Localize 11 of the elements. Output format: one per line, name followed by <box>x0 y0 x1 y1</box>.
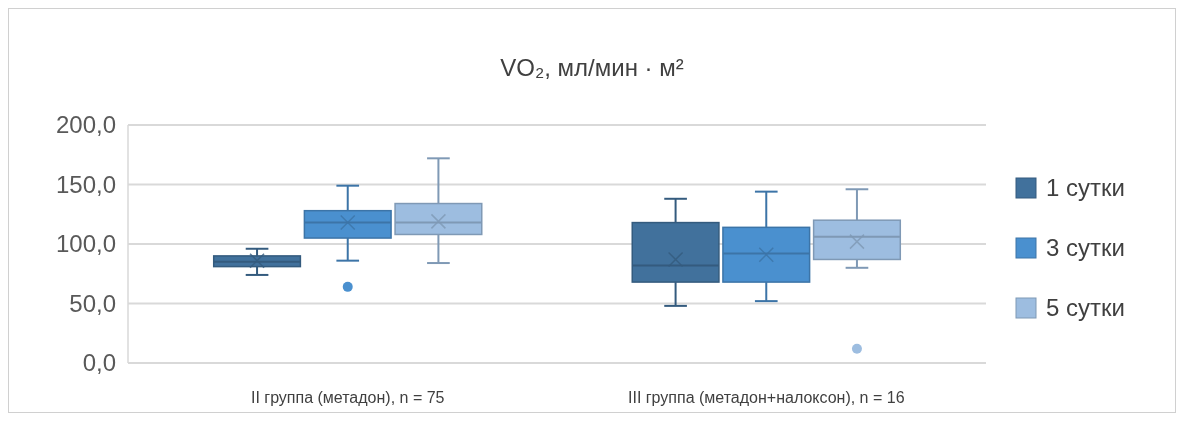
x-tick-label: III группа (метадон+налоксон), n = 16 <box>627 389 905 406</box>
x-tick-label: II группа (метадон), n = 75 <box>250 389 445 406</box>
y-tick-label: 50,0 <box>69 289 116 317</box>
y-tick-label: 150,0 <box>55 170 116 198</box>
y-tick-label: 100,0 <box>55 230 116 258</box>
chart-title: VO₂, мл/мин · м² <box>500 54 684 81</box>
y-tick-label: 0,0 <box>82 349 116 377</box>
legend-label: 1 сутки <box>1046 174 1125 202</box>
y-tick-label: 200,0 <box>55 111 116 139</box>
legend-label: 3 сутки <box>1046 234 1125 262</box>
legend-label: 5 сутки <box>1046 294 1125 322</box>
